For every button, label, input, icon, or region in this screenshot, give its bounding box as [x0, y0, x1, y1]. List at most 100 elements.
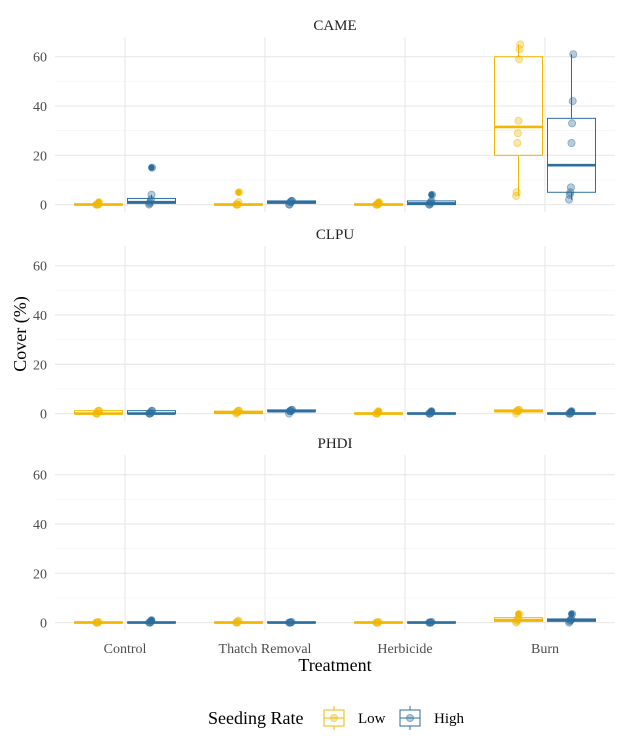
data-point	[427, 617, 436, 626]
data-point	[235, 406, 244, 415]
data-point	[515, 405, 524, 414]
y-tick-label: 40	[33, 518, 47, 533]
data-point	[567, 138, 576, 147]
panel-came: CAME 0 20 40 60	[33, 18, 615, 214]
box-herbicide-high	[407, 407, 456, 418]
y-tick-label: 20	[33, 567, 47, 582]
outlier-point	[148, 164, 155, 171]
data-point	[94, 617, 103, 626]
box-thatch-removal-high	[267, 196, 316, 209]
data-point	[568, 609, 577, 618]
box-burn-low	[494, 40, 543, 200]
data-point	[234, 198, 243, 207]
y-tick-label: 0	[40, 408, 47, 423]
data-point	[569, 50, 578, 59]
box-control-low	[74, 198, 123, 209]
data-point	[374, 407, 383, 416]
data-point	[428, 190, 437, 199]
box-herbicide-high	[407, 190, 456, 209]
data-point	[568, 97, 577, 106]
panel-title: CLPU	[316, 227, 355, 243]
x-tick-label: Control	[104, 642, 147, 657]
box-control-low	[74, 617, 123, 627]
data-point	[95, 406, 104, 415]
x-axis-label: Treatment	[298, 655, 371, 675]
panels-layer: CAME 0 20 40 60 CLPU 0 20 40 60 PHDI 0 20 40 60 Control…	[33, 18, 615, 657]
legend-label: Low	[358, 711, 386, 727]
box-control-high	[127, 406, 176, 418]
data-point	[234, 407, 243, 416]
box-herbicide-low	[354, 198, 403, 209]
panel-clpu: CLPU 0 20 40 60	[33, 227, 615, 423]
y-tick-label: 60	[33, 260, 47, 275]
data-point	[147, 407, 156, 416]
legend-point	[330, 714, 338, 722]
y-tick-label: 40	[33, 309, 47, 324]
data-point	[568, 119, 577, 128]
box-control-low	[74, 406, 123, 418]
box-thatch-removal-low	[214, 188, 263, 209]
y-tick-label: 20	[33, 358, 47, 373]
data-point	[148, 163, 157, 172]
legend-title: Seeding Rate	[208, 708, 303, 728]
panel-title: PHDI	[317, 436, 352, 452]
box-herbicide-low	[354, 617, 403, 627]
data-point	[567, 407, 576, 416]
legend: Seeding Rate Low High	[208, 706, 465, 730]
y-tick-label: 20	[33, 149, 47, 164]
box-iqr	[494, 56, 543, 156]
data-point	[515, 55, 524, 64]
box-iqr	[547, 117, 596, 193]
legend-key-high: High	[399, 706, 465, 730]
box-thatch-removal-high	[267, 405, 316, 418]
legend-label: High	[434, 711, 465, 727]
data-point	[147, 616, 156, 625]
data-point	[513, 138, 522, 147]
box-burn-low	[494, 609, 543, 627]
box-burn-low	[494, 405, 543, 418]
data-point	[427, 407, 436, 416]
data-point	[513, 129, 522, 138]
box-thatch-removal-low	[214, 616, 263, 627]
data-point	[374, 617, 383, 626]
box-burn-high	[547, 407, 596, 418]
data-point	[148, 406, 157, 415]
y-tick-label: 0	[40, 199, 47, 214]
data-point	[95, 198, 104, 207]
data-point	[288, 405, 297, 414]
x-tick-label: Thatch Removal	[219, 642, 312, 657]
data-point	[515, 609, 524, 618]
y-tick-label: 60	[33, 469, 47, 484]
legend-point	[406, 714, 414, 722]
box-thatch-removal-low	[214, 406, 263, 418]
box-control-high	[127, 163, 176, 209]
data-point	[235, 188, 244, 197]
data-point	[514, 116, 523, 125]
data-point	[512, 188, 521, 197]
data-point	[375, 198, 384, 207]
box-burn-high	[547, 609, 596, 627]
data-point	[234, 616, 243, 625]
panel-title: CAME	[313, 18, 356, 34]
y-tick-label: 40	[33, 100, 47, 115]
outlier-point	[428, 191, 435, 198]
data-point	[516, 40, 525, 49]
data-point	[287, 617, 296, 626]
x-tick-label: Burn	[531, 642, 559, 657]
outlier-point	[235, 189, 242, 196]
data-point	[147, 190, 156, 199]
y-tick-label: 0	[40, 617, 47, 632]
data-point	[288, 196, 297, 205]
box-herbicide-high	[407, 617, 456, 627]
box-control-high	[127, 616, 176, 627]
data-point	[566, 183, 575, 192]
panel-phdi: PHDI 0 20 40 60 Control Thatch Removal Herbicid…	[33, 436, 615, 657]
box-thatch-removal-high	[267, 617, 316, 627]
box-burn-high	[547, 50, 596, 204]
data-point	[427, 196, 436, 205]
data-point	[94, 407, 103, 416]
box-herbicide-low	[354, 407, 403, 418]
x-tick-label: Herbicide	[377, 642, 432, 657]
y-tick-label: 60	[33, 51, 47, 66]
